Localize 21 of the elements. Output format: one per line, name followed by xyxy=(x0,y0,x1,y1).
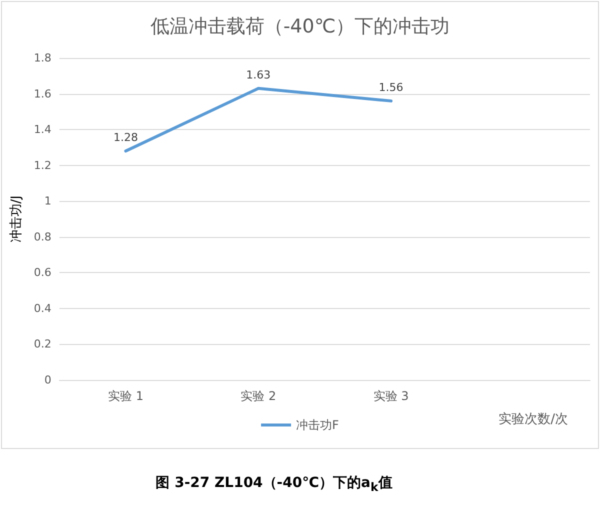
y-tick-label: 1 xyxy=(44,194,52,208)
x-tick-label: 实验 2 xyxy=(240,389,276,403)
x-axis-title: 实验次数/次 xyxy=(498,412,568,427)
data-label: 1.28 xyxy=(113,131,138,144)
y-tick-label: 0.2 xyxy=(34,338,52,351)
caption: 图 3-27 ZL104（-40℃）下的a$_{k}$值 xyxy=(154,474,394,494)
y-tick-label: 1.8 xyxy=(34,52,52,64)
y-tick-label: 1.4 xyxy=(34,123,52,136)
y-tick-label: 0.4 xyxy=(34,302,52,315)
y-tick-label: 0 xyxy=(44,374,52,386)
chart-title: 低温冲击载荷（-40℃）下的冲击功 xyxy=(150,16,450,38)
data-label: 1.63 xyxy=(246,68,271,82)
legend-label: 冲击功F xyxy=(296,418,340,432)
x-tick-label: 实验 1 xyxy=(108,389,144,403)
y-tick-label: 1.2 xyxy=(34,158,52,172)
y-axis-title: 冲击功/J xyxy=(9,195,24,243)
data-label: 1.56 xyxy=(378,80,404,94)
y-tick-label: 0.6 xyxy=(34,266,52,280)
y-tick-label: 0.8 xyxy=(34,230,52,244)
y-tick-label: 1.6 xyxy=(34,87,52,100)
x-tick-label: 实验 3 xyxy=(373,389,409,403)
